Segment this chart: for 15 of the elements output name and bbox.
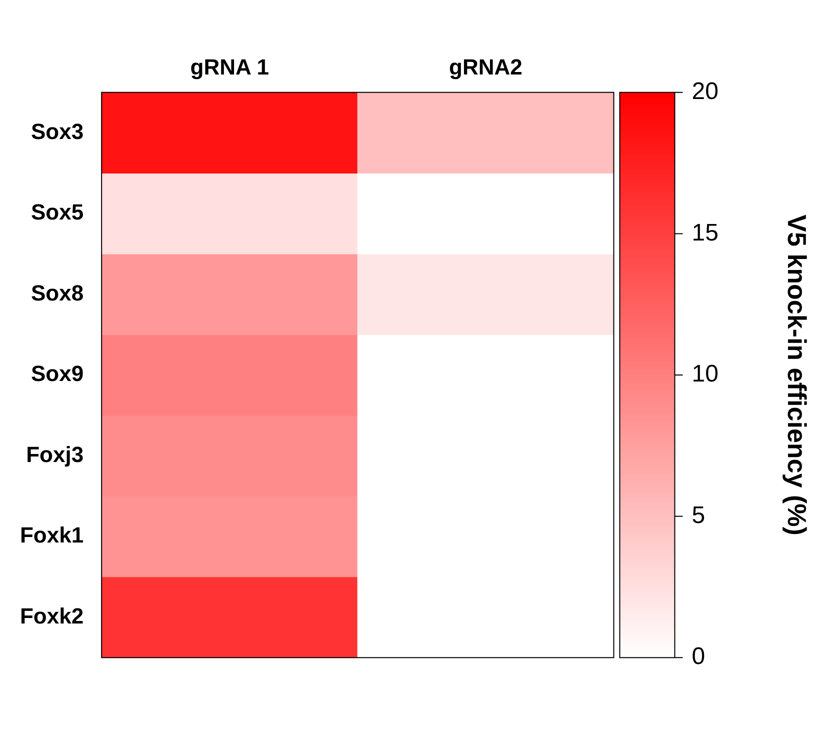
x-tick-label: gRNA2 xyxy=(449,54,522,80)
y-tick-label: Foxk2 xyxy=(20,603,84,628)
color-bar-label: 20 xyxy=(692,78,718,106)
y-tick-label: Sox8 xyxy=(30,280,84,306)
x-tick-label: gRNA 1 xyxy=(190,54,269,80)
color-bar-title: V5 knock-in efficiency (%) xyxy=(782,214,812,536)
y-tick-label: Sox9 xyxy=(30,361,84,386)
color-bar-label: 10 xyxy=(692,360,718,388)
y-tick-label: Sox3 xyxy=(30,118,84,144)
y-tick-label: Foxj3 xyxy=(26,442,84,467)
color-bar-label: 5 xyxy=(692,502,706,529)
y-tick-label: Foxk1 xyxy=(20,522,84,548)
y-tick-label: Sox5 xyxy=(30,200,84,225)
color-bar-label: 0 xyxy=(692,643,706,670)
color-bar-label: 15 xyxy=(692,219,718,246)
